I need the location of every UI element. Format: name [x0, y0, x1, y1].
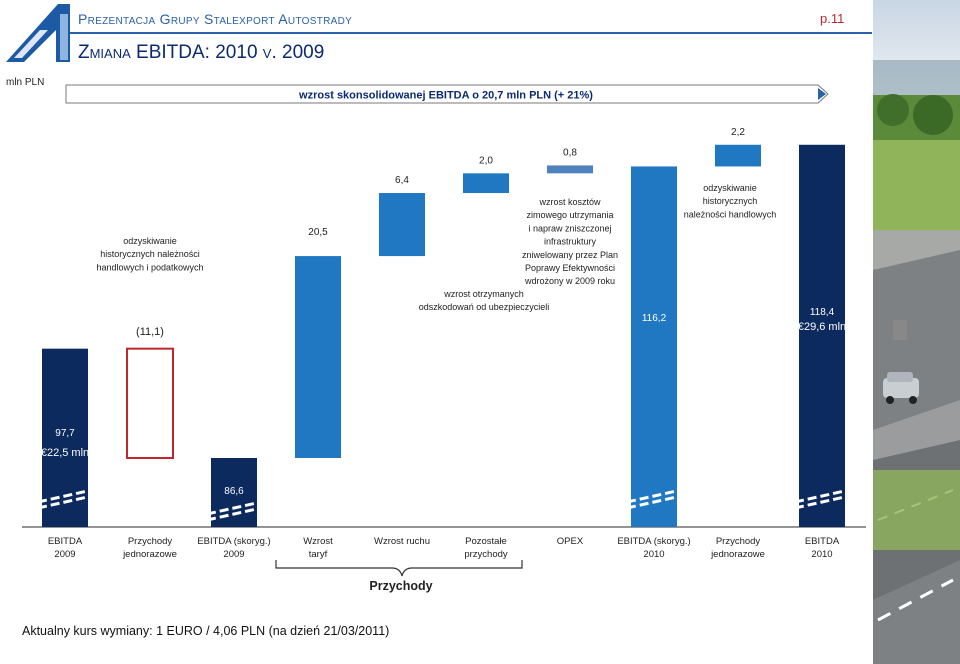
category-label-0-line2: 2009: [54, 549, 75, 560]
unit-label: mln PLN: [6, 77, 45, 88]
banner-text: wzrost skonsolidowanej EBITDA o 20,7 mln…: [298, 90, 593, 102]
road-photo: [873, 0, 960, 664]
bars-layer: [37, 144, 850, 527]
category-label-9: EBITDA: [805, 536, 840, 547]
axis-break-mark: [794, 488, 850, 504]
axis-break-mark: [626, 488, 682, 504]
annotation-5-line-1: odszkodowań od ubezpieczycieli: [419, 302, 550, 312]
presentation-title: Prezentacja Grupy Stalexport Autostrady: [78, 11, 353, 27]
category-label-4: Wzrost ruchu: [374, 536, 430, 547]
value-label-4: 6,4: [395, 175, 409, 186]
category-label-5: Pozostałe: [465, 536, 507, 547]
annotation-1-line-1: historycznych należności: [100, 249, 200, 259]
annotation-8-line-0: odzyskiwanie: [703, 183, 757, 193]
category-label-1: Przychody: [128, 536, 173, 547]
category-label-2-line2: 2009: [223, 549, 244, 560]
labels-layer: 97,7 €22,5 mln (11,1) 86,6 20,5 6,4 2,0 0,8 116,…: [41, 127, 846, 497]
category-label-8: Przychody: [716, 536, 761, 547]
category-label-6: OPEX: [557, 536, 584, 547]
page-number: p.11: [820, 11, 845, 26]
category-label-5-line2: przychody: [464, 549, 508, 560]
header-divider: [60, 32, 872, 34]
road-photo-image: [873, 0, 960, 664]
category-label-0: EBITDA: [48, 536, 83, 547]
company-logo-icon: [6, 4, 70, 62]
annotations-layer: odzyskiwanie historycznych należności hand…: [96, 183, 776, 312]
category-label-1-line2: jednorazowe: [122, 549, 177, 560]
annotation-5-line-0: wzrost otrzymanych: [443, 289, 524, 299]
value-sublabel-9: €29,6 mln: [798, 321, 846, 333]
exchange-rate-footnote: Aktualny kurs wymiany: 1 EURO / 4,06 PLN…: [22, 624, 390, 638]
bar-5: [463, 173, 509, 194]
slide-subtitle: Zmiana EBITDA: 2010 v. 2009: [78, 42, 325, 63]
annotation-6-line-2: i napraw zniszczonej: [528, 223, 611, 233]
bar-8: [715, 144, 761, 167]
summary-banner: wzrost skonsolidowanej EBITDA o 20,7 mln…: [65, 84, 829, 104]
value-label-1: (11,1): [136, 326, 164, 338]
value-label-5: 2,0: [479, 155, 493, 166]
value-label-6: 0,8: [563, 147, 577, 158]
bar-4: [379, 193, 425, 257]
brace-label: Przychody: [369, 579, 432, 593]
annotation-6-line-3: infrastruktury: [544, 237, 597, 247]
value-sublabel-0: €22,5 mln: [41, 447, 89, 459]
axis-break-mark: [37, 488, 93, 504]
category-label-3: Wzrost: [303, 536, 333, 547]
axis-break-mark: [206, 506, 262, 522]
category-label-7-line2: 2010: [643, 549, 664, 560]
value-label-8: 2,2: [731, 127, 745, 138]
annotation-6-line-5: Poprawy Efektywności: [525, 263, 615, 273]
axis-break-mark: [626, 494, 682, 510]
value-label-2: 86,6: [224, 486, 244, 497]
axis-break-mark: [37, 494, 93, 510]
value-label-0: 97,7: [55, 428, 75, 439]
annotation-6-line-1: zimowego utrzymania: [526, 210, 613, 220]
annotation-6-line-4: zniwelowany przez Plan: [522, 250, 618, 260]
category-label-9-line2: 2010: [811, 549, 832, 560]
bar-3: [295, 256, 341, 458]
category-labels: EBITDA 2009 Przychody jednorazowe EBITDA (sk…: [48, 536, 840, 560]
bar-7: [631, 166, 677, 527]
annotation-1-line-0: odzyskiwanie: [123, 236, 177, 246]
bar-1: [126, 347, 174, 460]
axis-break-mark: [794, 494, 850, 510]
value-label-3: 20,5: [308, 227, 328, 238]
category-label-3-line2: taryf: [309, 549, 328, 560]
bar-9: [799, 144, 845, 527]
axis-break-mark: [206, 500, 262, 516]
category-label-2: EBITDA (skoryg.): [197, 536, 270, 547]
bar-6: [547, 165, 593, 174]
annotation-8-line-2: należności handlowych: [684, 209, 777, 219]
annotation-8-line-1: historycznych: [703, 196, 758, 206]
category-label-8-line2: jednorazowe: [710, 549, 765, 560]
annotation-6-line-6: wdrożony w 2009 roku: [524, 276, 615, 286]
value-label-9: 118,4: [810, 307, 835, 318]
revenue-brace: Przychody: [275, 560, 523, 593]
annotation-1-line-2: handlowych i podatkowych: [96, 262, 203, 272]
value-label-7: 116,2: [642, 313, 667, 324]
annotation-6-line-0: wzrost kosztów: [538, 197, 601, 207]
category-label-7: EBITDA (skoryg.): [617, 536, 690, 547]
